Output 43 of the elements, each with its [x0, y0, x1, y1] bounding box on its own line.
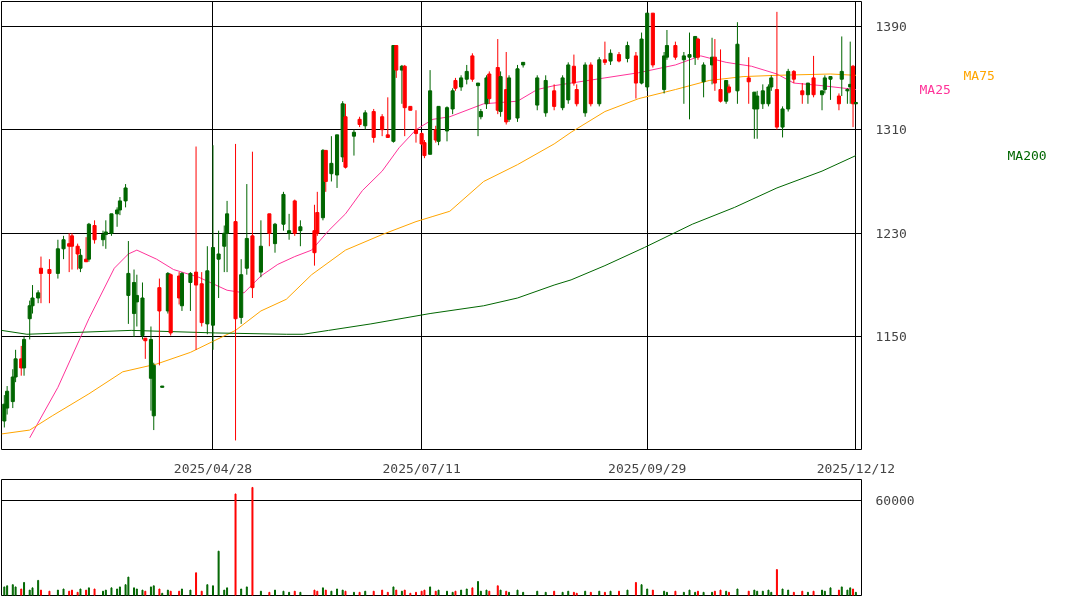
candlestick [552, 83, 557, 111]
candlestick [746, 56, 751, 105]
text: MA200 [1007, 148, 1047, 164]
candlestick [385, 96, 390, 138]
candlestick [157, 278, 162, 366]
text: MA75 [963, 67, 995, 83]
y-tick-label: 1310 [875, 122, 907, 138]
candlestick [836, 92, 841, 111]
candlestick [188, 271, 193, 312]
candlestick [602, 41, 607, 66]
candlestick [380, 113, 385, 137]
candlestick [625, 41, 630, 63]
candlestick [805, 82, 810, 105]
candlestick [701, 61, 706, 98]
y-tick-label: 1230 [875, 225, 907, 241]
y-tick-label: 1150 [875, 329, 907, 345]
x-tick-label: 2025/04/28 [173, 460, 253, 476]
candlestick [298, 219, 303, 247]
candlestick [92, 219, 97, 245]
candlestick [811, 55, 816, 98]
candlestick [673, 41, 678, 61]
candlestick [800, 82, 805, 105]
candlestick [143, 337, 148, 360]
candlestick [78, 248, 83, 273]
candlestick [780, 105, 785, 138]
candlestick [47, 258, 52, 304]
candlestick [470, 52, 475, 83]
y-tick-label: 1390 [875, 18, 907, 34]
text: MA25 [919, 82, 951, 98]
x-tick-label: 2025/12/12 [816, 460, 896, 476]
candlestick [267, 213, 272, 247]
candlestick [272, 222, 278, 254]
x-tick-label: 2025/09/29 [608, 460, 687, 476]
candlestick [839, 35, 844, 97]
x-tick-label: 2025/07/11 [382, 460, 461, 476]
candlestick [464, 64, 469, 85]
candlestick [351, 129, 357, 157]
candlestick [755, 90, 760, 140]
candlestick [287, 213, 292, 241]
y-tick-label: 60000 [875, 492, 915, 508]
candlestick [718, 48, 723, 103]
candlestick [225, 200, 230, 273]
candlestick [363, 109, 368, 131]
